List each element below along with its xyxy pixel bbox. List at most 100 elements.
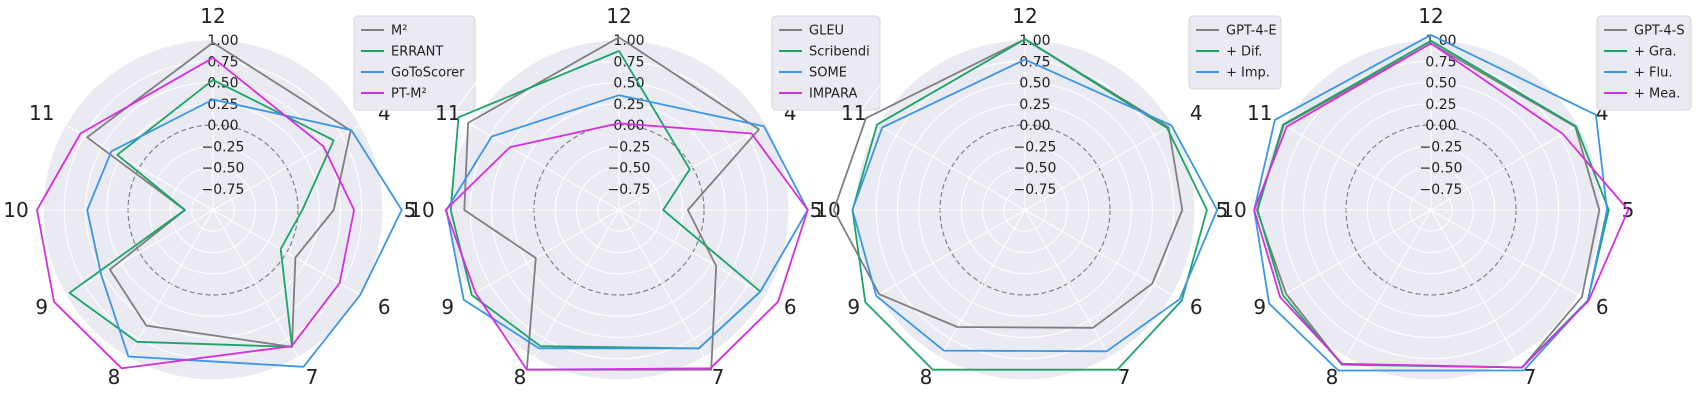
axis-label-8: 8 bbox=[514, 365, 527, 389]
axis-label-6: 6 bbox=[784, 295, 797, 319]
radial-tick-label: −0.25 bbox=[202, 139, 245, 155]
radar-spoke bbox=[212, 209, 361, 296]
radar-spoke bbox=[1430, 209, 1579, 296]
radar-spoke bbox=[1345, 209, 1432, 358]
radial-tick-label: 0.75 bbox=[207, 54, 238, 70]
legend-1: M² ERRANT GoToScorer PT-M² bbox=[353, 15, 476, 111]
radial-tick-label: −0.50 bbox=[202, 161, 245, 177]
radial-tick-label: 1.00 bbox=[613, 33, 644, 49]
legend-box bbox=[1596, 15, 1692, 111]
radar-spoke bbox=[618, 124, 767, 211]
axis-label-9: 9 bbox=[847, 295, 860, 319]
legend-label: SOME bbox=[809, 66, 847, 81]
radar-spoke bbox=[1283, 124, 1432, 211]
legend-box bbox=[353, 15, 476, 111]
legend-label: IMPARA bbox=[809, 87, 857, 102]
radial-tick-label: 0.75 bbox=[1425, 54, 1456, 70]
radial-tick-label: 0.25 bbox=[1019, 97, 1050, 113]
series-line-3-2 bbox=[851, 38, 1208, 371]
legend-label: + Gra. bbox=[1634, 45, 1677, 60]
axis-label-11: 11 bbox=[1247, 101, 1272, 125]
legend-label: GPT-4-S bbox=[1634, 24, 1685, 39]
radial-tick-label: 0.50 bbox=[207, 76, 238, 92]
radar-spoke bbox=[212, 124, 361, 211]
series-line-1-3 bbox=[86, 98, 403, 368]
radial-tick-label: 0.00 bbox=[207, 118, 238, 134]
axis-label-7: 7 bbox=[1524, 365, 1537, 389]
legend-label: ERRANT bbox=[391, 45, 443, 60]
radar-spoke bbox=[939, 209, 1026, 358]
legend-label: + Flu. bbox=[1634, 66, 1673, 81]
axis-label-12: 12 bbox=[1012, 4, 1037, 28]
axis-label-5: 5 bbox=[1216, 198, 1229, 222]
series-line-3-1 bbox=[832, 38, 1184, 329]
radar-spoke bbox=[618, 209, 705, 358]
legend-label: M² bbox=[391, 24, 407, 39]
radial-tick-label: 0.50 bbox=[1425, 76, 1456, 92]
radar-spoke bbox=[1283, 209, 1432, 296]
series-line-1-4 bbox=[36, 56, 356, 370]
radial-tick-label: 0.00 bbox=[1425, 118, 1456, 134]
axis-label-12: 12 bbox=[606, 4, 631, 28]
axis-label-8: 8 bbox=[920, 365, 933, 389]
radial-tick-label: −0.75 bbox=[608, 182, 651, 198]
radar-spoke bbox=[618, 209, 767, 296]
radar-spoke bbox=[471, 124, 620, 211]
radar-spoke bbox=[127, 209, 214, 358]
legend-label: GPT-4-E bbox=[1226, 24, 1277, 39]
radial-tick-label: −0.50 bbox=[1014, 161, 1057, 177]
axis-label-9: 9 bbox=[1253, 295, 1266, 319]
series-line-4-4 bbox=[1253, 42, 1630, 369]
radar-grid-ring bbox=[1239, 18, 1623, 402]
legend-4: GPT-4-S + Gra. + Flu. + Mea. bbox=[1596, 15, 1692, 111]
legend-box bbox=[771, 15, 881, 111]
radial-tick-label: −0.25 bbox=[1420, 139, 1463, 155]
axis-label-6: 6 bbox=[1596, 295, 1609, 319]
axis-label-10: 10 bbox=[3, 198, 28, 222]
legend-label: + Dif. bbox=[1226, 45, 1262, 60]
radial-tick-label: 0.00 bbox=[1019, 118, 1050, 134]
axis-label-7: 7 bbox=[712, 365, 725, 389]
series-line-2-2 bbox=[449, 50, 762, 350]
legend-label: + Imp. bbox=[1226, 66, 1270, 81]
axis-label-5: 5 bbox=[810, 198, 823, 222]
radial-tick-label: 0.75 bbox=[613, 54, 644, 70]
radar-spoke bbox=[212, 209, 299, 358]
legend-label: GLEU bbox=[809, 24, 844, 39]
legend-2: GLEU Scribendi SOME IMPARA bbox=[771, 15, 881, 111]
radial-tick-label: 1.00 bbox=[207, 33, 238, 49]
series-line-2-4 bbox=[444, 122, 809, 371]
legend-label: + Mea. bbox=[1634, 87, 1680, 102]
radar-chart-3: 1.00 0.75 0.50 0.25 0.00 −0.25 −0.50 −0.75 12 4 5 6… bbox=[815, 4, 1282, 402]
axis-label-11: 11 bbox=[841, 101, 866, 125]
axis-label-9: 9 bbox=[35, 295, 48, 319]
axis-label-10: 10 bbox=[1221, 198, 1246, 222]
axis-label-12: 12 bbox=[200, 4, 225, 28]
legend-label: GoToScorer bbox=[391, 66, 465, 81]
axis-label-8: 8 bbox=[1326, 365, 1339, 389]
axis-label-6: 6 bbox=[1190, 295, 1203, 319]
axis-label-7: 7 bbox=[1118, 365, 1131, 389]
radial-tick-label: −0.50 bbox=[608, 161, 651, 177]
radar-chart-4: 1.000.750.500.250.00−0.25−0.50−0.7512456… bbox=[1221, 4, 1692, 402]
radar-spoke bbox=[1024, 209, 1173, 296]
radar-spoke bbox=[533, 209, 620, 358]
axis-label-9: 9 bbox=[441, 295, 454, 319]
axis-label-6: 6 bbox=[378, 295, 391, 319]
series-line-1-1 bbox=[86, 41, 352, 348]
radar-grid-ring bbox=[21, 18, 405, 402]
radar-spoke bbox=[1430, 209, 1517, 358]
axis-label-10: 10 bbox=[409, 198, 434, 222]
radar-spoke bbox=[1024, 124, 1173, 211]
radial-tick-label: −0.50 bbox=[1420, 161, 1463, 177]
radial-tick-label: 0.25 bbox=[613, 97, 644, 113]
radial-tick-label: −0.75 bbox=[1014, 182, 1057, 198]
legend-box bbox=[1188, 15, 1282, 90]
radar-spoke bbox=[877, 209, 1026, 296]
radial-tick-label: 0.50 bbox=[1019, 76, 1050, 92]
series-line-1-2 bbox=[68, 79, 335, 348]
radial-tick-label: 1.00 bbox=[1019, 33, 1050, 49]
radar-chart-2: 1.000.750.500.250.00−0.25−0.50−0.7512456… bbox=[409, 4, 881, 402]
legend-3: GPT-4-E + Dif. + Imp. bbox=[1188, 15, 1282, 90]
